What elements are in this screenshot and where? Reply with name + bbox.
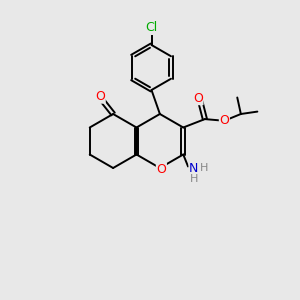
Text: Cl: Cl bbox=[146, 21, 158, 34]
Text: H: H bbox=[190, 174, 198, 184]
Text: H: H bbox=[200, 163, 208, 173]
Text: O: O bbox=[193, 92, 203, 105]
Text: O: O bbox=[156, 163, 166, 176]
Text: N: N bbox=[189, 162, 199, 175]
Text: O: O bbox=[95, 90, 105, 103]
Text: O: O bbox=[219, 113, 229, 127]
